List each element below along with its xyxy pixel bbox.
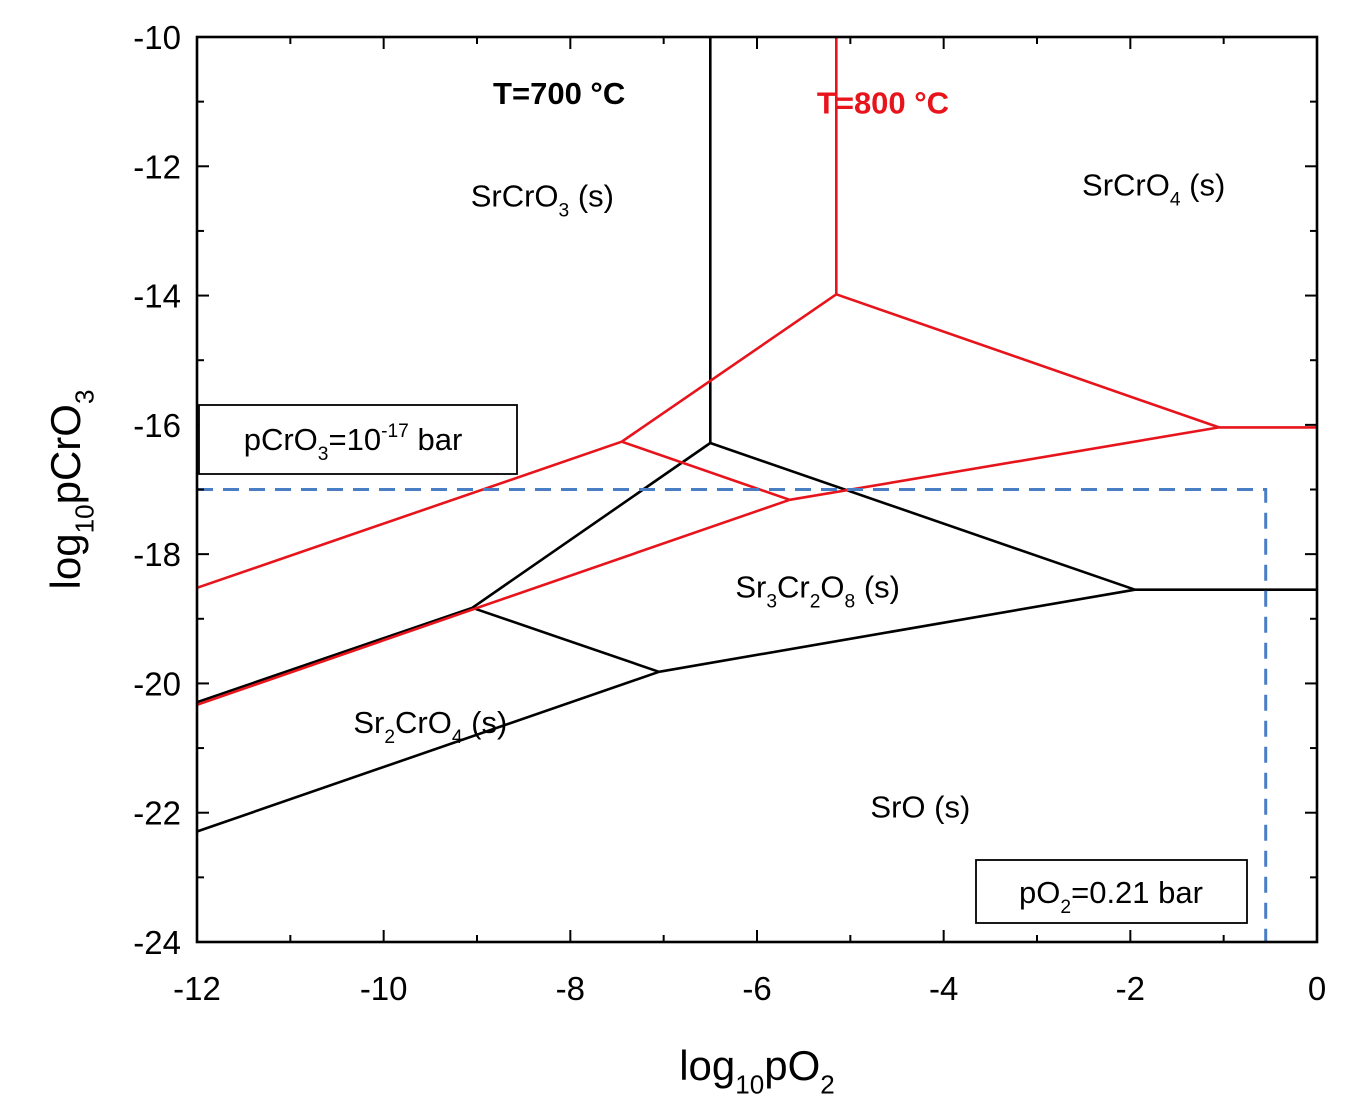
phase-boundary-lines (196, 37, 1317, 833)
series-800C-boundary-1 (620, 293, 838, 443)
y-tick-label: -14 (133, 278, 181, 315)
series-800C-boundary-5 (621, 440, 791, 502)
po2-box-frame (975, 859, 1248, 924)
series-800C-boundary-6 (789, 426, 1220, 502)
x-tick-label: -2 (1116, 970, 1145, 1007)
y-tick-label: -18 (133, 536, 181, 573)
pcro3-box-text: pCrO3=10-17 bar (244, 421, 463, 465)
series-800C-boundary-4 (196, 440, 623, 590)
y-tick-label: -10 (133, 19, 181, 56)
x-tick-label: -10 (360, 970, 408, 1007)
annotation-boxes: pCrO3=10-17 bar pO2=0.21 bar (198, 404, 1248, 924)
series-700C-boundary-5 (471, 606, 660, 674)
dashed-reference-line-0 (197, 488, 1268, 942)
temperature-label-700: T=700 °C (493, 76, 625, 111)
series-700C-boundary-7 (196, 670, 660, 833)
y-axis-title: log10pCrO3 (42, 390, 99, 590)
y-axis-title-group: log10pCrO3 (42, 390, 99, 590)
x-tick-label: -6 (742, 970, 771, 1007)
phase-region-label: SrO (s) (870, 789, 970, 824)
y-tick-label: -16 (133, 407, 181, 444)
y-tick-label: -12 (133, 148, 181, 185)
phase-region-label: SrCrO4 (s) (1082, 167, 1225, 210)
phase-region-label: SrCrO3 (s) (471, 178, 614, 221)
y-tick-label: -20 (133, 665, 181, 702)
po2-box-text: pO2=0.21 bar (1019, 875, 1203, 918)
region-labels: SrCrO3 (s) SrCrO4 (s) Sr3Cr2O8 (s) Sr2CrO4 … (353, 76, 1225, 824)
series-700C-boundary-2 (709, 441, 1136, 591)
x-tick-label: -8 (556, 970, 585, 1007)
x-tick-label: -4 (929, 970, 958, 1007)
series-800C-boundary-2 (835, 293, 1220, 429)
phase-region-label: Sr3Cr2O8 (s) (735, 569, 900, 612)
axis-ticks: -12 -10 -8 -6 -4 -2 0-10-12-14-16-18-20-22-24l… (42, 19, 1326, 1099)
x-tick-label: -12 (173, 970, 221, 1007)
phase-region-label: Sr2CrO4 (s) (353, 705, 507, 748)
pcro3-box-frame (198, 404, 518, 475)
series-800C-boundary-7 (196, 498, 791, 707)
series-700C-boundary-6 (658, 588, 1136, 674)
temperature-label-800: T=800 °C (817, 86, 949, 121)
reference-dashed-lines (197, 488, 1268, 942)
y-tick-label: -24 (133, 924, 181, 961)
series-700C-boundary-1 (471, 441, 712, 609)
series-700C-boundary-4 (196, 606, 473, 704)
x-axis-title: log10pO2 (679, 1042, 835, 1099)
x-tick-label: 0 (1308, 970, 1326, 1007)
y-tick-label: -22 (133, 795, 181, 832)
